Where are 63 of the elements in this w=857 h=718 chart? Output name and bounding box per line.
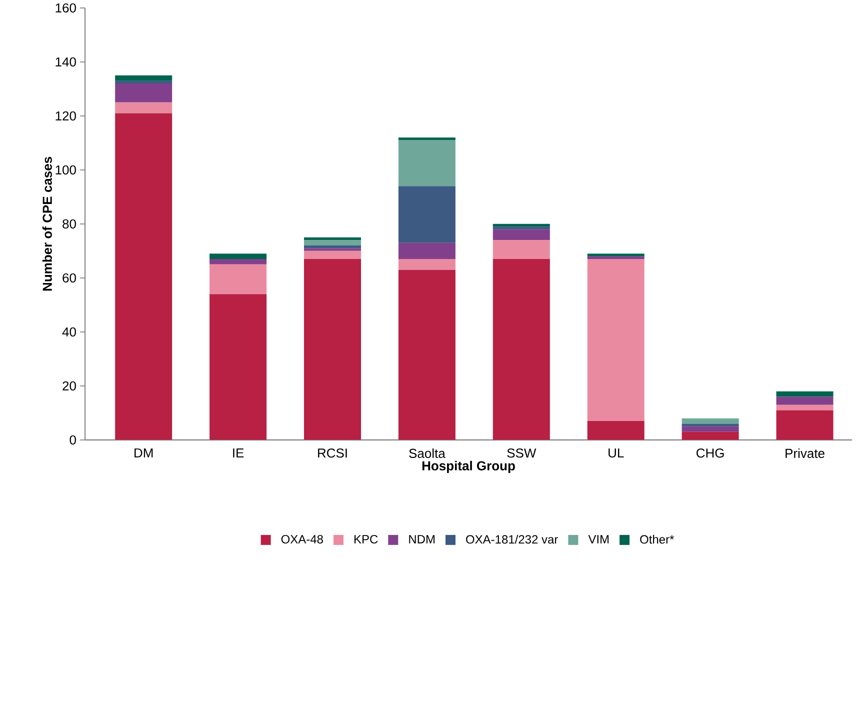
y-tick-label: 60 [62,273,76,283]
bar [304,246,361,248]
bar [682,424,739,426]
bar [398,186,456,243]
x-tick-label: IE [233,448,244,458]
bar [587,259,644,422]
x-tick-label: SSW [507,448,536,458]
x-tick-label: CHG [696,448,724,458]
bar [587,256,644,260]
legend-label: KPC [354,535,378,544]
y-tick-label: 140 [56,57,76,67]
bar [492,226,550,230]
x-tick-label: DM [134,448,153,458]
bar [398,259,456,270]
bar [115,102,172,114]
bar [304,248,361,251]
legend-label: NDM [409,535,434,544]
y-tick-label: 0 [70,435,76,445]
bar [115,84,172,102]
x-tick-label: Private [786,448,824,458]
bar [115,80,172,84]
bar [776,404,834,410]
y-tick-label: 120 [56,111,76,121]
bar [210,294,267,440]
bar [115,113,172,440]
bar [492,224,550,227]
bar [492,259,550,440]
bar [492,229,550,240]
y-tick-label: 80 [62,219,76,229]
bar [587,254,644,256]
y-tick-label: 160 [56,3,76,13]
bar [398,242,456,260]
bar [115,75,172,81]
x-tick-label: RCSI [318,448,347,458]
y-tick-label: 100 [56,165,76,175]
bar [304,259,361,440]
x-tick-label: UL [608,448,624,458]
bar [587,421,644,440]
bar [210,264,267,294]
bar [682,426,739,432]
bar [398,138,456,140]
x-tick-label: Saolta [409,448,446,458]
x-axis-title: Hospital Group [422,460,515,473]
legend-label: OXA-48 [281,535,323,544]
legend-label: Other* [640,534,674,544]
bar [776,391,834,397]
bar [492,240,550,260]
legend-label: VIM [588,535,609,544]
bar [210,254,267,260]
y-tick-label: 40 [62,327,76,337]
y-axis-title: Number of CPE cases [42,156,52,291]
bar [682,432,739,440]
y-tick-label: 20 [62,381,76,391]
bar [398,270,456,440]
bar [398,140,456,186]
bar [304,237,361,240]
bar [776,410,834,440]
bar [304,240,361,246]
legend-label: OXA-181/232 var [466,534,558,544]
bar [682,418,739,424]
bar [304,250,361,260]
bar [776,396,834,405]
bar [210,259,267,264]
